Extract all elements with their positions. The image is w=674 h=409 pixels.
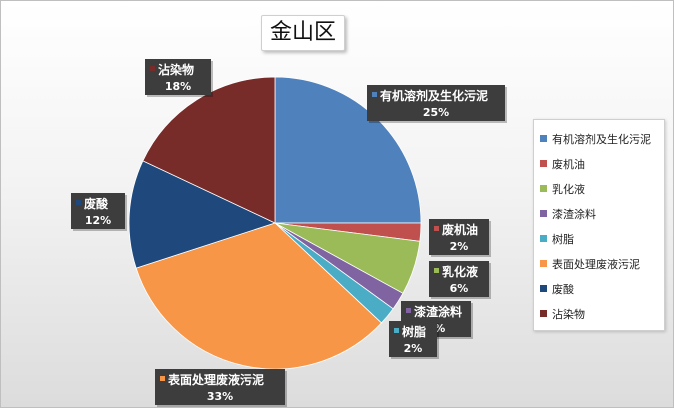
legend-swatch: [540, 135, 547, 142]
legend-item: 沾染物: [534, 301, 664, 326]
label-swatch: [160, 376, 165, 381]
data-label-value: 12%: [85, 214, 111, 227]
data-label-name: 废酸: [84, 196, 109, 211]
pie-slice: [142, 76, 276, 224]
chart-title: 金山区: [261, 15, 346, 51]
label-swatch: [372, 92, 377, 97]
legend-label: 树脂: [552, 232, 574, 246]
pie-slice: [128, 160, 277, 269]
data-label-name: 漆渣涂料: [414, 304, 462, 319]
data-label: 表面处理废液污泥 33%: [155, 369, 287, 407]
legend-swatch: [540, 310, 547, 317]
legend-item: 漆渣涂料: [534, 201, 664, 226]
label-swatch: [406, 308, 411, 313]
legend-label: 表面处理废液污泥: [552, 257, 640, 271]
data-label-value: 33%: [207, 390, 233, 403]
label-swatch: [150, 66, 155, 71]
data-label-name: 乳化液: [442, 264, 478, 279]
data-label-name: 沾染物: [158, 62, 194, 77]
data-label-value: 6%: [450, 282, 469, 295]
data-label: 有机溶剂及生化污泥 25%: [367, 85, 507, 123]
pie-slice: [135, 222, 382, 370]
data-label: 树脂 2%: [389, 321, 439, 359]
data-label-name: 树脂: [402, 324, 426, 339]
data-label-name: 表面处理废液污泥: [167, 372, 264, 387]
data-label-name: 有机溶剂及生化污泥: [380, 88, 488, 103]
legend-item: 有机溶剂及生化污泥: [534, 126, 664, 151]
data-label-value: 25%: [423, 106, 449, 119]
pie-slices: [128, 76, 422, 370]
legend-label: 废酸: [552, 282, 574, 296]
label-swatch: [434, 268, 439, 273]
legend-label: 有机溶剂及生化污泥: [552, 132, 651, 146]
data-label: 废酸 12%: [71, 193, 127, 231]
legend-item: 废酸: [534, 276, 664, 301]
legend-item: 废机油: [534, 151, 664, 176]
data-labels: 有机溶剂及生化污泥25%废机油2%乳化液6%漆渣涂料2%树脂2%表面处理废液污泥…: [71, 59, 507, 407]
legend-item: 乳化液: [534, 176, 664, 201]
chart-legend: 有机溶剂及生化污泥 废机油乳化液漆渣涂料树脂表面处理废液污泥 废酸沾染物: [533, 119, 665, 331]
legend-swatch: [540, 185, 547, 192]
label-swatch: [76, 200, 81, 205]
legend-swatch: [540, 260, 547, 267]
legend-item: 树脂: [534, 226, 664, 251]
legend-label: 废机油: [552, 157, 585, 171]
legend-label: 沾染物: [552, 307, 585, 321]
legend-label: 漆渣涂料: [552, 207, 596, 221]
data-label: 乳化液 6%: [429, 261, 491, 299]
label-swatch: [394, 328, 399, 333]
data-label-value: 2%: [404, 342, 423, 355]
data-label: 沾染物 18%: [145, 59, 213, 97]
legend-item: 表面处理废液污泥: [534, 251, 664, 276]
data-label-name: 废机油: [442, 222, 478, 237]
label-swatch: [434, 226, 439, 231]
data-label: 废机油 2%: [429, 219, 491, 257]
data-label-value: 2%: [450, 240, 469, 253]
legend-swatch: [540, 210, 547, 217]
legend-swatch: [540, 285, 547, 292]
legend-label: 乳化液: [552, 182, 585, 196]
legend-swatch: [540, 160, 547, 167]
legend-swatch: [540, 235, 547, 242]
data-label-value: 18%: [165, 80, 191, 93]
